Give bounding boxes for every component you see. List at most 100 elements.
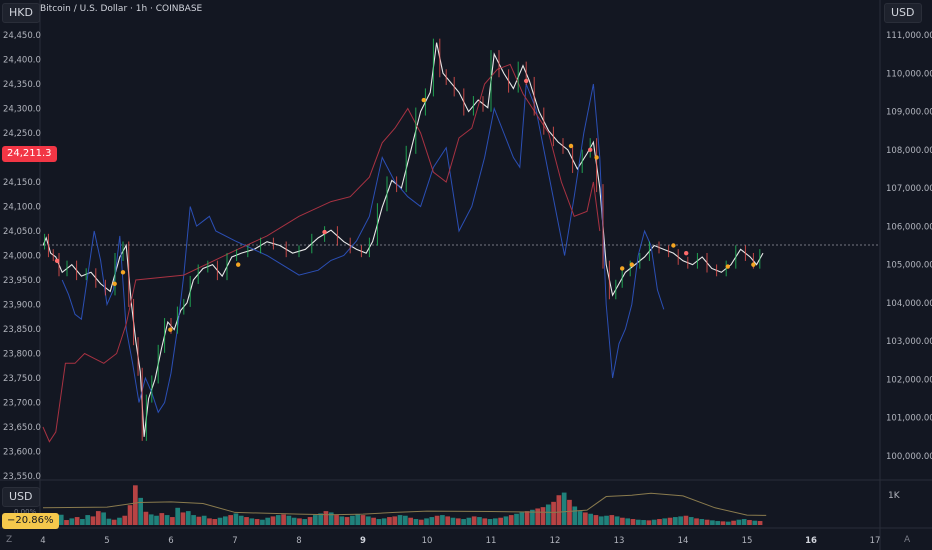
volume-bar [90,516,96,525]
volume-bar [318,513,323,525]
time-axis-tick: 16 [805,536,817,546]
signal-marker [684,250,689,256]
volume-bar [747,520,752,525]
volume-bar [191,515,196,525]
right-axis-tick: 109,000.00 [886,108,932,118]
left-axis-tick: 24,300.0 [3,105,41,115]
left-axis-tick: 24,250.0 [3,129,41,139]
log-scale-toggle[interactable]: Z [6,535,13,545]
volume-bar [260,519,265,525]
volume-bar [535,508,541,525]
volume-bar [270,516,276,525]
signal-marker [751,262,756,267]
signal-marker [112,281,117,286]
volume-bar [207,518,212,525]
volume-bar [482,518,488,525]
auto-scale-toggle[interactable]: A [904,535,911,545]
volume-ma-line [42,492,767,516]
volume-bar [450,517,456,525]
signal-marker [568,143,574,149]
volume-bar [74,517,80,525]
time-axis-tick: 5 [104,536,109,546]
volume-bar [360,515,366,525]
volume-bar [688,517,694,525]
volume-bar [408,517,413,525]
hkd-line [61,83,665,414]
left-axis-tick: 23,600.0 [3,448,41,458]
right-currency-badge[interactable]: USD [884,3,922,23]
volume-bar [620,517,625,525]
signal-marker [168,327,173,332]
right-axis-tick: 101,000.00 [886,414,932,424]
time-axis-tick: 13 [614,536,625,546]
volume-bar [148,514,154,525]
volume-bar [429,517,435,525]
right-axis-tick: 104,000.00 [886,299,932,309]
volume-bar [175,507,181,525]
volume-bar [196,516,202,525]
volume-bar [524,511,530,525]
volume-bar [170,517,175,525]
volume-bar [498,517,503,525]
volume-bar [625,518,631,525]
volume-currency-badge[interactable]: USD [2,487,40,507]
right-axis-tick: 105,000.00 [886,261,932,271]
volume-bar [635,519,641,525]
volume-bar [710,520,715,525]
volume-bar [106,518,112,525]
volume-bar [387,517,392,525]
volume-bar [455,518,461,525]
left-axis-tick: 24,000.0 [3,252,41,262]
volume-bar [122,515,128,525]
volume-bar [164,515,170,525]
signal-marker [236,262,241,267]
volume-bar [69,518,75,525]
right-axis-tick: 107,000.00 [886,184,932,194]
volume-bar [254,519,260,525]
volume-bar [530,509,535,525]
volume-bar [291,517,297,525]
volume-bar [466,517,472,525]
volume-bar [487,519,493,525]
chart-title: Bitcoin / U.S. Dollar · 1h · COINBASE [40,4,203,14]
volume-bar [493,518,498,525]
left-currency-badge[interactable]: HKD [2,3,40,23]
left-axis-tick: 23,900.0 [3,301,41,311]
volume-bar [228,515,233,525]
left-axis-tick: 23,800.0 [3,350,41,360]
left-axis-tick: 23,750.0 [3,374,41,384]
left-axis-tick: 23,850.0 [3,325,41,335]
current-price-badge: 24,211.3 [2,146,57,162]
volume-bar [725,521,731,525]
volume-bar [111,519,117,525]
volume-bar [736,519,742,525]
volume-bar [598,516,604,525]
volume-bar [503,516,509,525]
volume-bar [80,519,85,525]
signal-marker [524,78,529,84]
volume-bar [133,485,138,525]
time-axis-tick: 8 [296,536,301,546]
volume-bar [265,517,271,525]
signal-marker [54,258,60,264]
volume-bar [323,511,329,525]
volume-bar [307,517,313,525]
volume-bar [731,520,736,525]
volume-bar [604,515,609,525]
volume-bar [217,517,223,525]
volume-bar [508,515,514,525]
volume-bar [223,516,228,525]
left-axis-tick: 23,950.0 [3,276,41,286]
volume-bar [583,512,588,525]
volume-bar [101,512,106,525]
volume-bar [646,520,652,525]
volume-bar [678,516,683,525]
volume-bar [286,515,292,525]
volume-bar [715,521,721,525]
signal-marker [120,270,126,275]
signal-marker [588,147,593,153]
volume-bar [302,519,308,525]
time-axis-tick: 17 [870,536,881,546]
volume-bar [212,519,218,525]
